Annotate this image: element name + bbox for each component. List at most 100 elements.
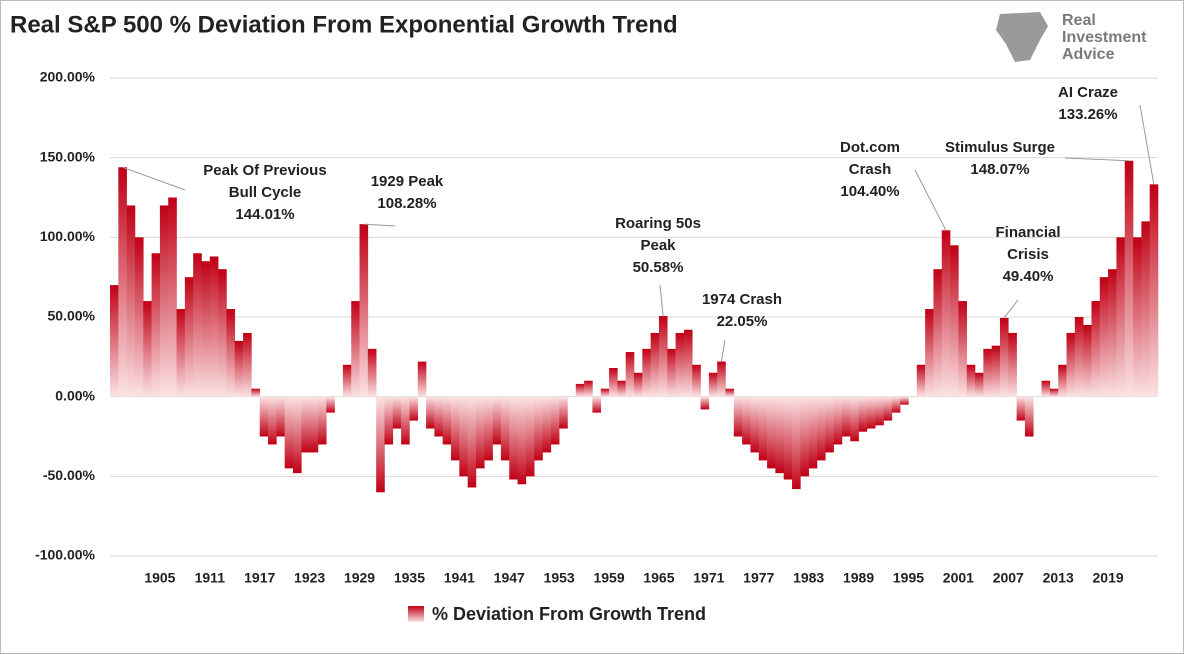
bar	[1074, 317, 1084, 397]
x-tick-label: 1959	[593, 570, 624, 586]
bar	[767, 396, 776, 469]
bar	[625, 352, 635, 397]
bar	[825, 396, 834, 453]
bar	[592, 396, 602, 413]
x-tick-label: 1977	[743, 570, 774, 586]
bar	[916, 364, 926, 397]
bar	[999, 317, 1009, 397]
bar	[184, 277, 194, 397]
annotation-text: Roaring 50s	[615, 215, 701, 232]
x-tick-label: 1929	[344, 570, 375, 586]
x-tick-label: 2007	[993, 570, 1024, 586]
bar	[392, 396, 402, 429]
annotation-value: 50.58%	[633, 259, 684, 276]
bar	[775, 396, 785, 474]
bar	[268, 396, 277, 445]
bar	[750, 396, 760, 453]
bar	[234, 340, 244, 397]
bar	[584, 380, 593, 397]
logo-text: Investment	[1062, 29, 1147, 46]
bar	[1066, 332, 1076, 397]
bar	[950, 245, 959, 397]
y-tick-label: 100.00%	[40, 228, 96, 244]
bar	[409, 396, 419, 421]
bar	[1016, 396, 1026, 421]
bar	[534, 396, 543, 461]
bar	[218, 269, 227, 397]
logo-text: Advice	[1062, 46, 1115, 63]
bar	[883, 396, 893, 421]
bar	[634, 372, 643, 397]
annotation-leader	[1139, 104, 1155, 185]
bar	[667, 348, 676, 397]
x-tick-label: 1941	[444, 570, 475, 586]
bar	[816, 396, 826, 461]
bar	[1083, 324, 1092, 397]
x-tick-label: 1923	[294, 570, 325, 586]
bar	[284, 396, 294, 469]
bar	[317, 396, 327, 445]
x-tick-label: 1995	[893, 570, 924, 586]
annotation-text: 1929 Peak	[371, 173, 444, 190]
bar	[276, 396, 285, 437]
bar	[1024, 396, 1034, 437]
bar	[642, 348, 651, 397]
bar	[850, 396, 859, 442]
bar	[525, 396, 535, 477]
legend-label: % Deviation From Growth Trend	[432, 604, 706, 624]
bar	[342, 364, 352, 397]
bar	[434, 396, 443, 437]
bar	[201, 261, 211, 397]
annotation-value: 133.26%	[1058, 106, 1117, 123]
bar	[650, 332, 660, 397]
bar	[742, 396, 751, 445]
bar	[700, 396, 710, 410]
bar	[958, 301, 967, 397]
logo-mark	[996, 12, 1048, 62]
bar	[209, 256, 219, 397]
bar	[401, 396, 410, 445]
bar	[151, 253, 161, 397]
bar	[983, 348, 992, 397]
bar	[426, 396, 435, 429]
annotation-value: 104.40%	[840, 183, 899, 200]
logo-text: Real	[1062, 12, 1096, 29]
bar	[617, 380, 626, 397]
bar	[1091, 301, 1101, 397]
logo: Real Investment Advice	[996, 12, 1147, 63]
bar	[134, 237, 144, 397]
bar	[758, 396, 768, 461]
bar	[176, 309, 186, 397]
bar	[891, 396, 901, 413]
annotation-value: 144.01%	[235, 206, 294, 223]
bar	[451, 396, 460, 461]
y-tick-label: 50.00%	[48, 308, 96, 324]
x-tick-label: 2001	[943, 570, 974, 586]
bar	[800, 396, 809, 477]
bar	[933, 269, 943, 397]
bar	[1041, 380, 1051, 397]
bar	[143, 301, 152, 397]
bar	[351, 301, 360, 397]
annotation-text: Financial	[995, 224, 1060, 241]
x-tick-label: 1911	[195, 570, 226, 586]
bar	[609, 367, 618, 397]
bar	[309, 396, 319, 453]
annotation-value: 22.05%	[717, 313, 768, 330]
bar	[459, 396, 468, 477]
annotation-leader	[122, 166, 186, 191]
annotation-leader	[659, 284, 664, 317]
x-tick-label: 1983	[793, 570, 824, 586]
bar	[833, 396, 843, 445]
bar	[226, 309, 236, 397]
chart-title: Real S&P 500 % Deviation From Exponentia…	[10, 11, 678, 38]
bar	[259, 396, 269, 437]
annotation-text: Crash	[849, 161, 892, 178]
bar	[467, 396, 477, 488]
annotation-text: AI Craze	[1058, 84, 1118, 101]
x-tick-label: 1989	[843, 570, 874, 586]
bar	[925, 309, 934, 397]
x-tick-label: 1947	[494, 570, 525, 586]
annotation-value: 148.07%	[970, 161, 1029, 178]
